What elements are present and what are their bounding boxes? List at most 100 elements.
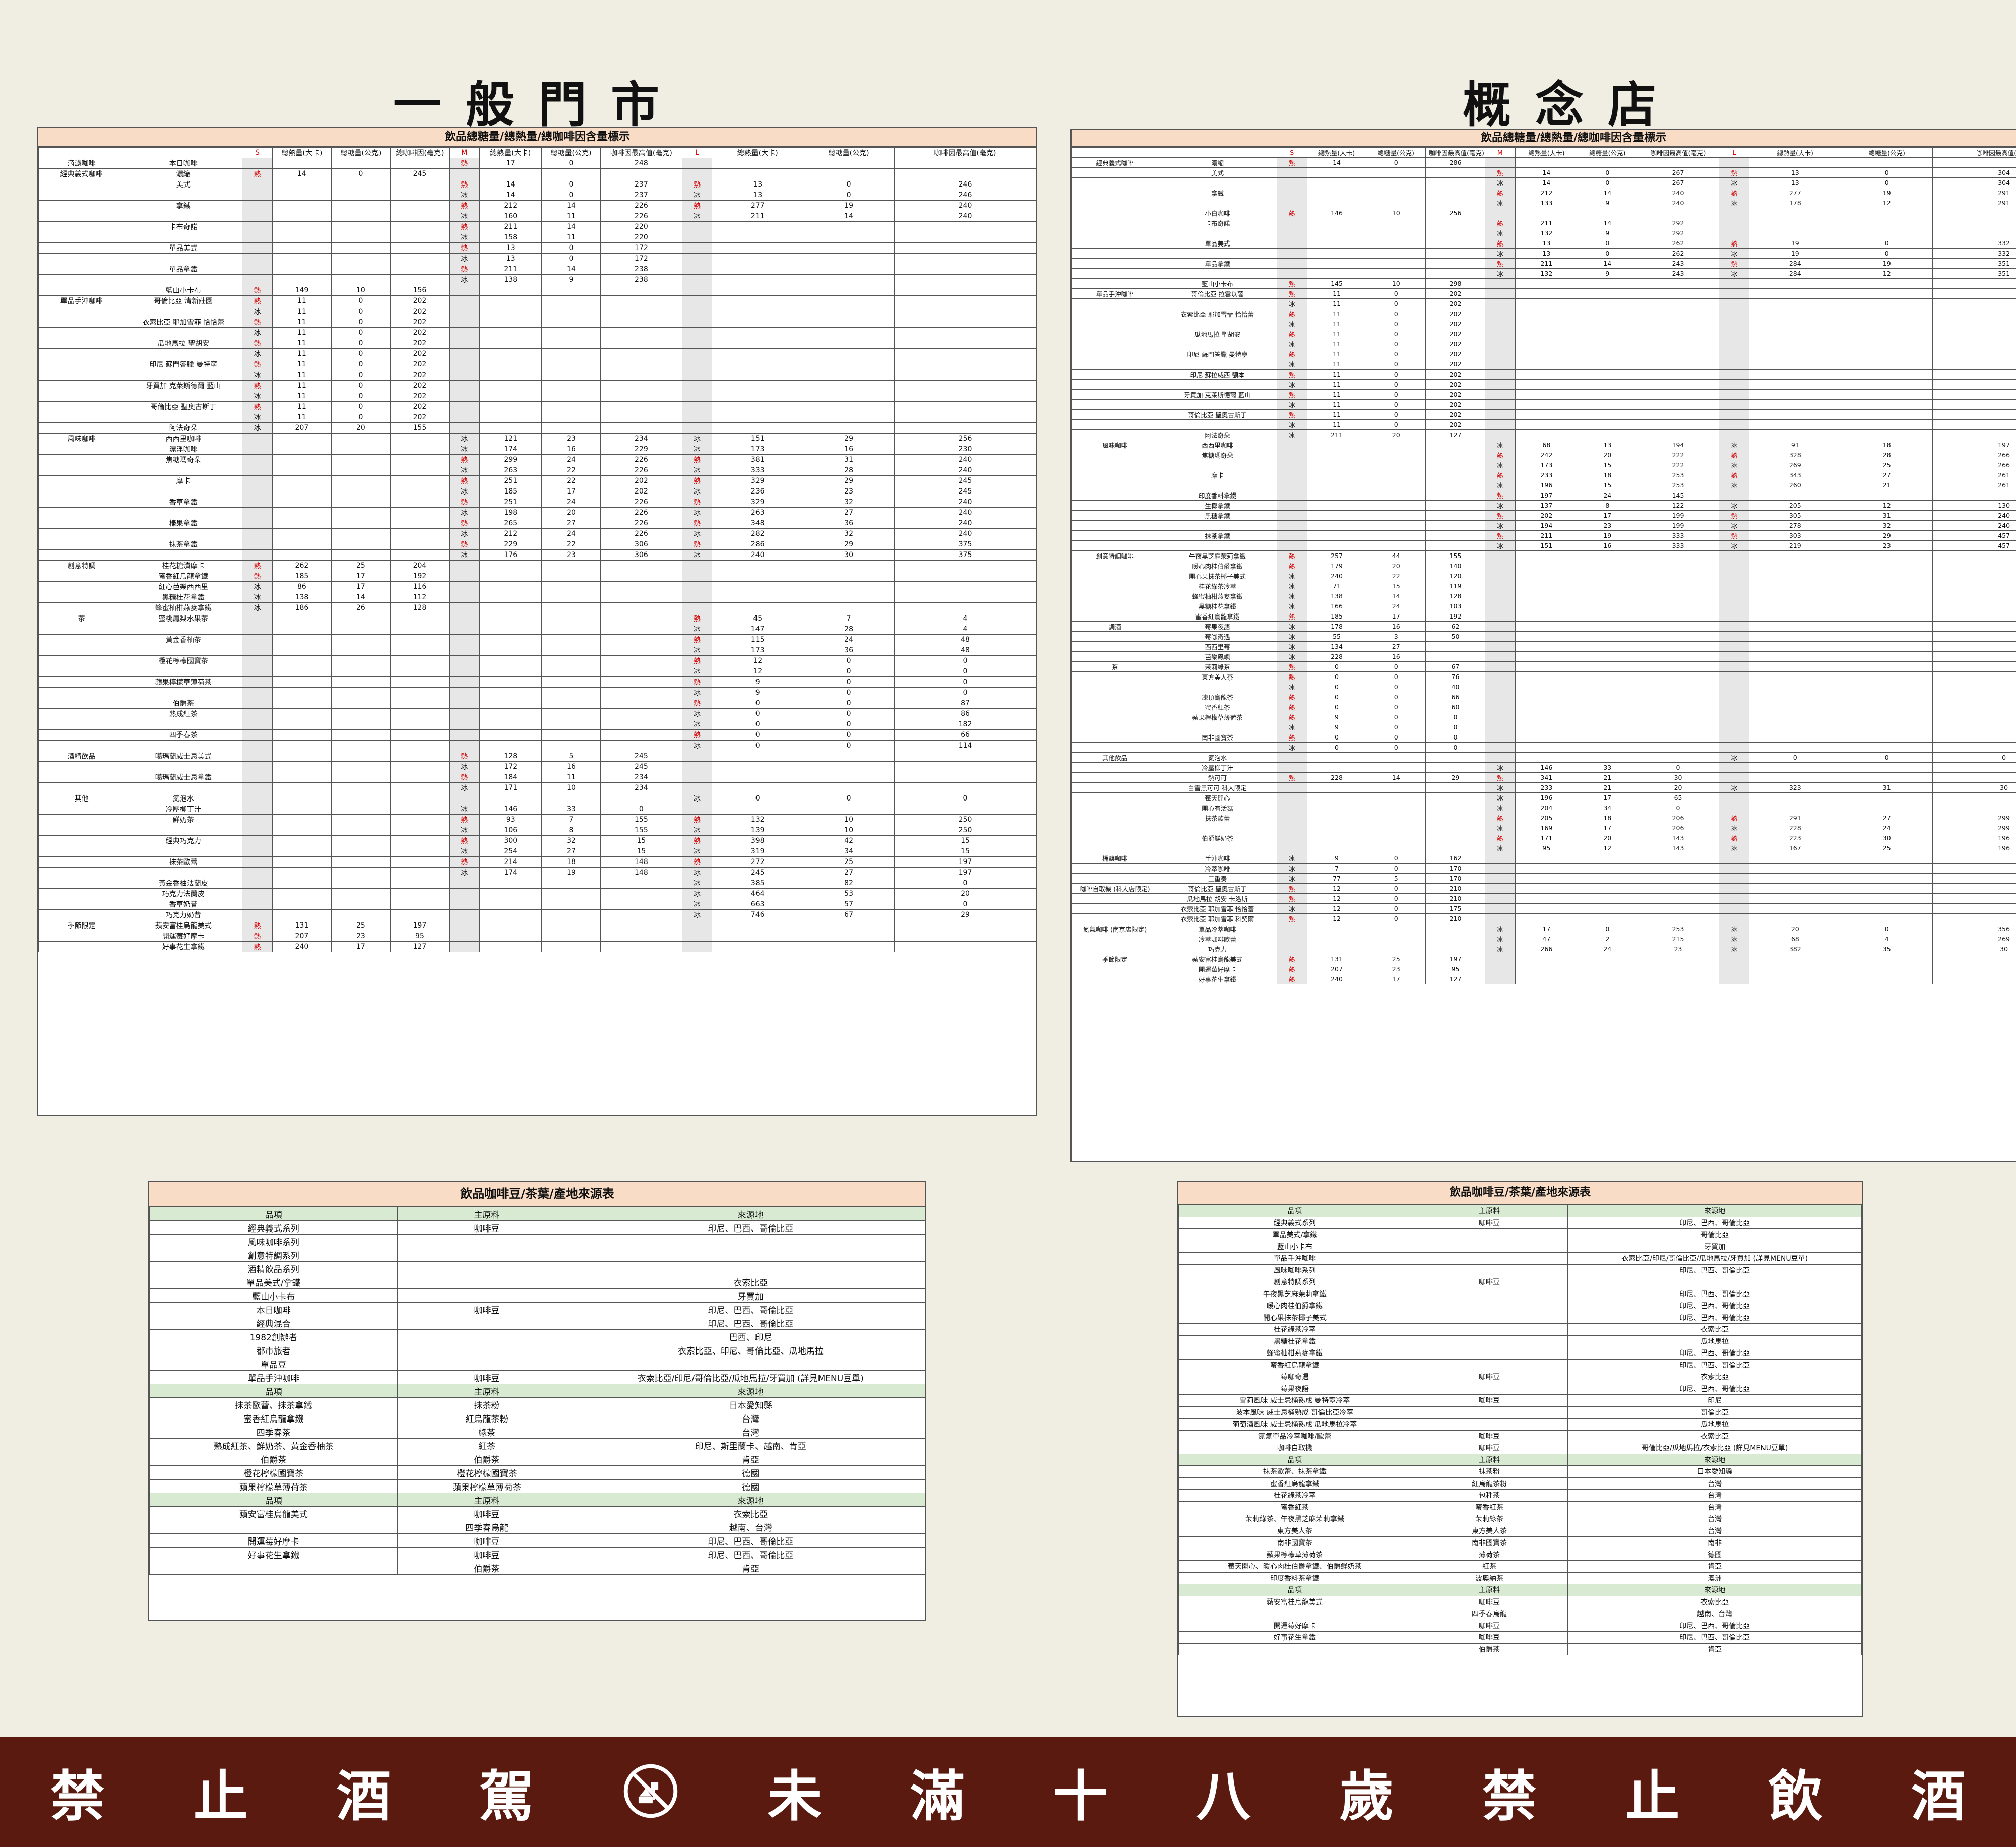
table-cell: 67 [1425,661,1485,672]
table-cell: 伯爵鮮奶茶 [1158,833,1277,843]
table-cell: 白雪黑可可 科大限定 [1158,782,1277,793]
table-cell [1841,309,1933,319]
table-cell: 25 [1366,954,1426,964]
table-cell [541,676,601,688]
table-cell: 21 [1841,480,1933,490]
table-cell: 衣索比亞/印尼/哥倫比亞/瓜地馬拉/牙買加 (詳見MENU豆單) [576,1370,925,1384]
table-cell: 148 [600,856,682,868]
table-cell [149,1561,398,1575]
table-cell: 22 [1366,571,1426,581]
table-cell [1636,591,1720,601]
table-cell [600,624,682,635]
table-cell: 20 [1577,833,1637,843]
table-cell: 印尼、巴西、哥倫比亞 [576,1302,925,1316]
table-cell: 291 [1749,813,1842,823]
table-cell [1932,621,2016,632]
table-cell [449,370,480,381]
table-cell: 冰 [449,465,480,476]
table-cell [1366,752,1426,763]
table-cell: 0 [331,380,391,391]
table-cell: 329 [712,497,804,508]
table-row: 單品拿鐵熱 211 14 243 熱 284 19 351 [1072,258,2016,269]
table-cell [331,772,391,783]
table-cell: 240 [894,454,1036,465]
table-cell: 11 [1306,399,1367,410]
table-cell [1749,712,1842,722]
table-cell [397,1248,577,1262]
table-cell: 0 [803,698,895,709]
table-cell [803,370,895,381]
table-cell [449,581,480,592]
table-cell [1932,722,2016,732]
table-cell: 176 [479,549,542,561]
table-cell [1719,409,1750,420]
table-cell: 18 [1841,440,1933,450]
table-cell: 20 [1749,924,1842,934]
table-cell: 229 [479,539,542,550]
table-row: 黃金香柚法蘭皮冰 385 82 0 [38,878,1036,889]
table-cell [38,655,125,666]
table-cell: 熱 [1276,329,1307,339]
table-cell [803,571,895,582]
table-cell: 咖啡豆 [1410,1394,1568,1407]
table-cell [1719,853,1750,864]
table-row: 冰 173 15 222 冰 269 25 266 [1072,460,2016,470]
table-cell [541,666,601,677]
table-cell: 156 [390,285,450,296]
table-cell [1841,359,1933,370]
table-cell [390,888,450,899]
table-cell [1484,964,1516,974]
table-cell [38,549,125,561]
table-cell: 215 [1636,934,1720,944]
table-row: 巧克力法蘭皮冰 464 53 20 [38,888,1036,899]
table-cell: 熱 [242,401,273,412]
table-cell: 31 [1841,782,1933,793]
table-cell [449,793,480,804]
table-cell: 27 [1841,813,1933,823]
table-cell: 好事花生拿鐵 [124,941,243,952]
table-cell: 12 [1306,903,1367,914]
table-cell: 氮泡水 [124,793,243,804]
table-cell: 173 [1515,460,1578,470]
table-cell [1425,218,1485,228]
table-cell [803,295,895,306]
table-cell [1749,863,1842,874]
table-cell: 30 [1932,944,2016,954]
table-cell: 11 [272,370,332,381]
table-row: 冰 11 0 202 [38,370,1036,381]
table-cell [1749,349,1842,359]
table-row: 冰 11 0 202 [1072,359,2016,370]
table-cell [38,338,125,349]
table-cell: 140 [1425,561,1485,571]
table-cell [1306,248,1367,259]
table-cell [1749,208,1842,218]
table-cell [124,528,243,539]
table-cell [1719,772,1750,783]
table-cell [1749,571,1842,581]
table-cell [1932,611,2016,622]
table-cell [1932,309,2016,319]
table-cell: 蜂蜜柚柑燕麥拿鐵 [1158,591,1277,601]
table-cell [397,1261,577,1275]
table-cell: 冰 [449,274,480,285]
table-cell: 0 [803,190,895,201]
table-cell: 15 [1577,460,1637,470]
table-cell [803,422,895,434]
table-cell [38,232,125,243]
table-cell: 162 [1425,853,1485,864]
table-cell: 211 [479,221,542,232]
table-cell: 單品手沖咖啡 [1178,1252,1411,1265]
table-cell: 熱 [449,751,480,762]
table-cell [479,581,542,592]
table-cell: 260 [1749,480,1842,490]
table-cell: 熱 [1484,167,1516,178]
table-cell [124,391,243,402]
table-cell [390,687,450,698]
table-cell: 0 [1577,924,1637,934]
table-cell: 0 [1366,863,1426,874]
table-cell: 熱 [1276,208,1307,218]
table-cell [38,888,125,899]
table-cell [390,825,450,836]
table-cell [124,782,243,793]
table-row: 冰 11 0 202 [38,327,1036,338]
